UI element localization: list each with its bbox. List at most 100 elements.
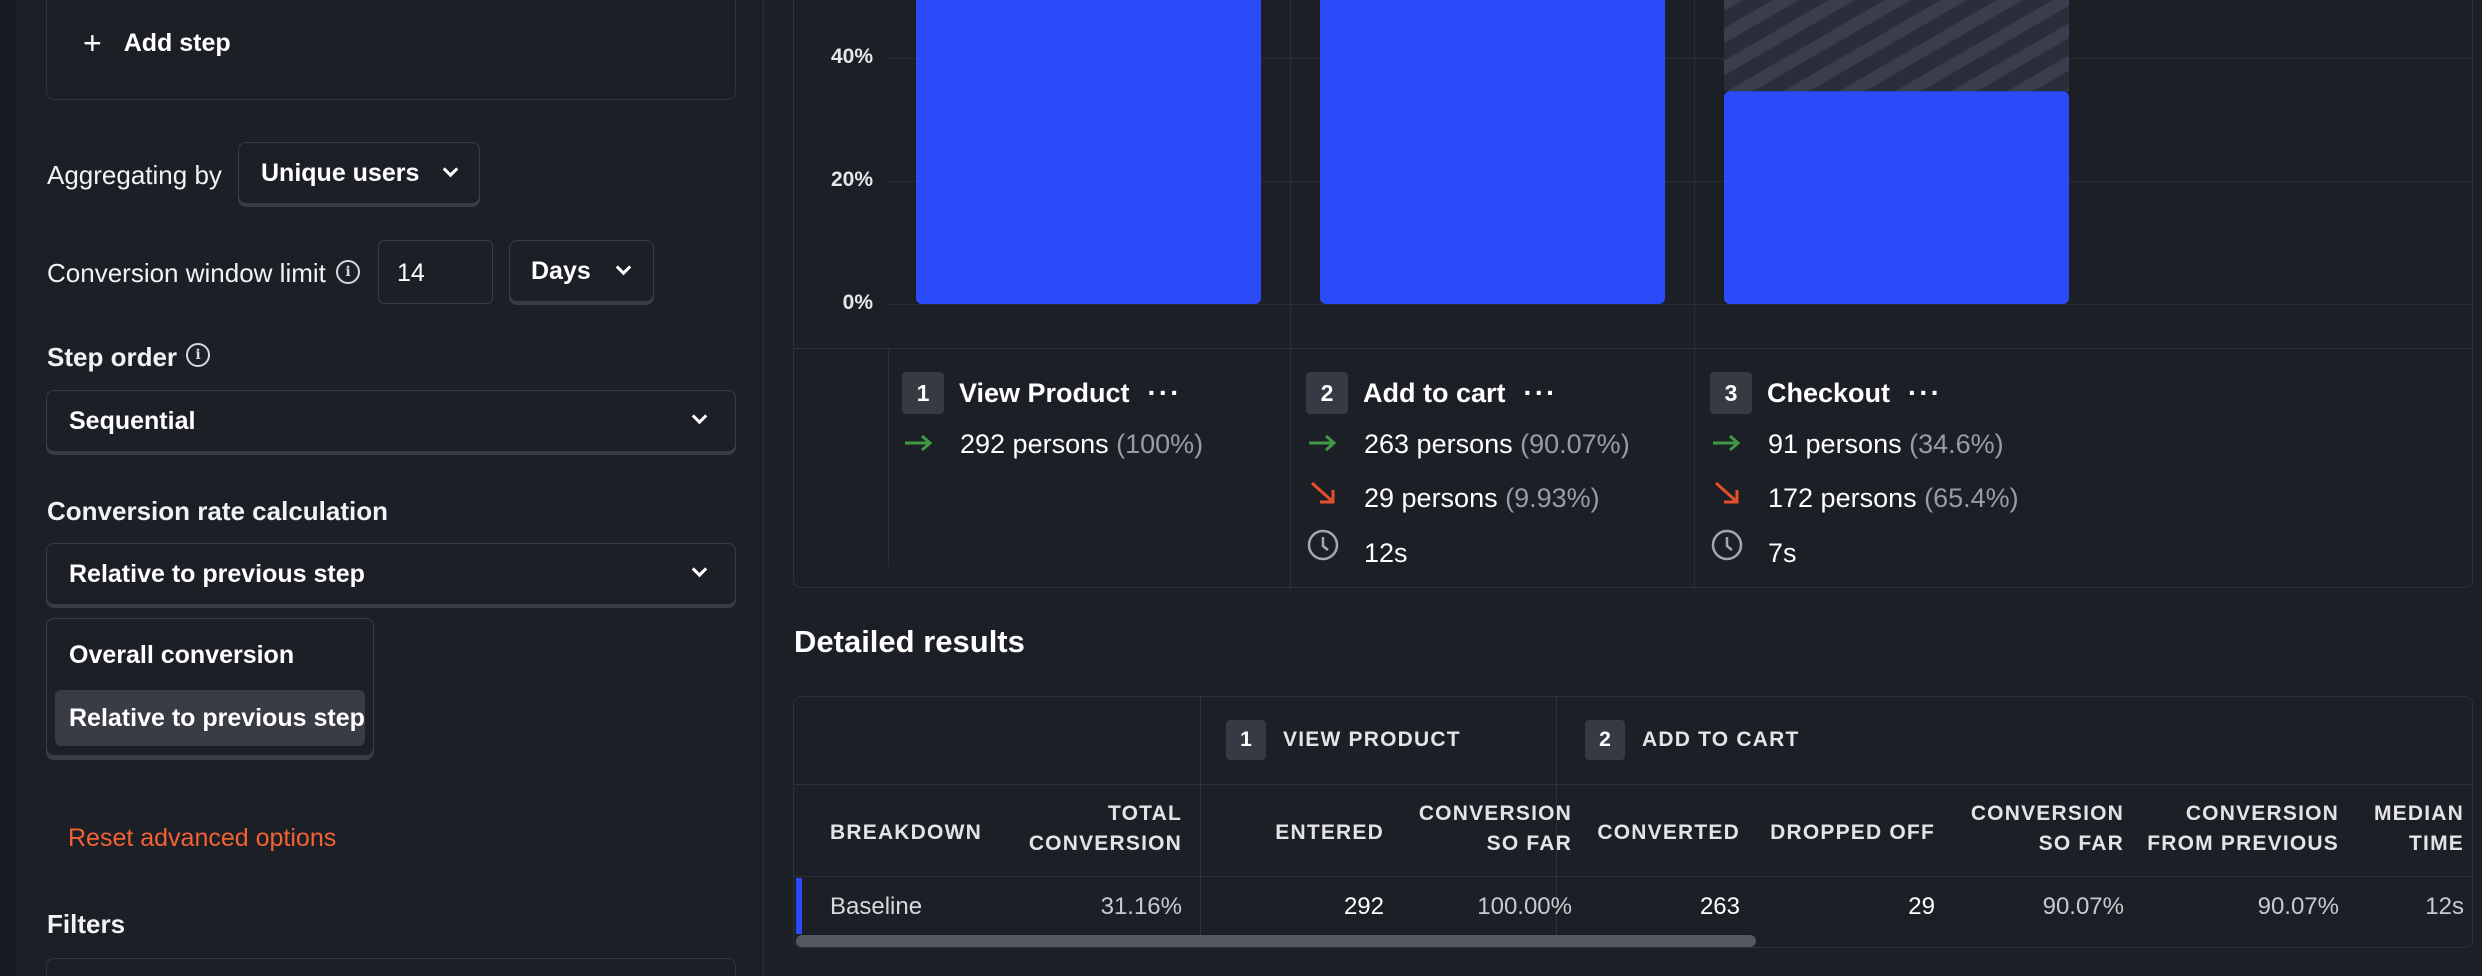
- more-options-icon[interactable]: ···: [1908, 377, 1943, 408]
- add-step-label: Add step: [123, 28, 231, 57]
- bar-add-to-cart[interactable]: [1320, 0, 1665, 304]
- header-total-conversion[interactable]: TOTAL CONVERSION: [1029, 799, 1182, 859]
- step-name: Checkout: [1767, 377, 1891, 408]
- info-icon[interactable]: i: [186, 343, 210, 367]
- col-divider: [1556, 697, 1557, 947]
- step-order-label: Step order: [47, 342, 178, 372]
- metric-percent: (65.4%): [1924, 483, 2019, 513]
- conversion-rate-value: Relative to previous step: [69, 559, 365, 588]
- cell-conversion-from-previous: 90.07%: [2257, 893, 2339, 920]
- horizontal-scrollbar[interactable]: [796, 935, 1756, 947]
- info-icon[interactable]: i: [336, 260, 360, 284]
- step-number: 2: [1306, 372, 1348, 414]
- group-view-product: 1 VIEW PRODUCT: [1226, 720, 1461, 760]
- table-row: [794, 876, 2472, 877]
- step-number: 1: [902, 372, 944, 414]
- results-panel: 40% 20% 0% 1 View Product ··· 292 persons (10…: [765, 0, 2482, 976]
- bar-checkout[interactable]: [1724, 91, 2069, 305]
- conversion-rate-dropdown: Overall conversion Relative to previous …: [46, 618, 374, 756]
- results-table: 1 VIEW PRODUCT 2 ADD TO CART BREAKDOWN T…: [793, 696, 2473, 948]
- header-conversion-so-far-2[interactable]: CONVERSION SO FAR: [1971, 799, 2124, 859]
- conversion-window-label: Conversion window limit: [47, 258, 326, 288]
- header-line: SO FAR: [2038, 832, 2124, 855]
- header-line: CONVERSION: [1028, 832, 1182, 855]
- header-line: FROM PREVIOUS: [2147, 832, 2339, 855]
- gridline: [890, 58, 2473, 59]
- aggregating-select[interactable]: Unique users: [238, 142, 480, 204]
- header-conversion-so-far[interactable]: CONVERSION SO FAR: [1419, 799, 1572, 859]
- conversion-window-unit: Days: [531, 256, 591, 285]
- plus-icon: +: [83, 25, 102, 61]
- conversion-rate-select[interactable]: Relative to previous step: [46, 543, 736, 605]
- step-legend-header: 3 Checkout ···: [1710, 372, 1942, 414]
- cell-conversion-so-far: 100.00%: [1477, 893, 1572, 920]
- header-line: SO FAR: [1486, 832, 1572, 855]
- arrow-down-right-icon: [1306, 479, 1350, 514]
- add-step-button[interactable]: + Add step: [83, 27, 231, 59]
- gridline: [890, 304, 2473, 305]
- funnel-chart: 40% 20% 0%: [765, 0, 2482, 350]
- metric-percent: (100%): [1116, 429, 1204, 459]
- step-metric: 12s: [1306, 528, 1408, 569]
- conversion-window-unit-select[interactable]: Days: [509, 240, 654, 302]
- metric-value: 12s: [1364, 538, 1408, 568]
- metric-value: 7s: [1768, 538, 1797, 568]
- group-name: VIEW PRODUCT: [1283, 728, 1461, 751]
- step-name: View Product: [959, 377, 1130, 408]
- more-options-icon[interactable]: ···: [1523, 377, 1558, 408]
- y-tick-label: 0%: [842, 291, 873, 314]
- header-line: TIME: [2409, 832, 2464, 855]
- column-divider: [888, 348, 889, 566]
- y-tick-label: 20%: [830, 168, 873, 191]
- dropdown-option-relative-label: Relative to previous step: [69, 704, 365, 732]
- cell-entered: 292: [1343, 893, 1384, 920]
- clock-icon: [1710, 528, 1754, 569]
- conversion-window-input[interactable]: 14: [378, 240, 493, 304]
- metric-value: 292 persons: [960, 429, 1109, 459]
- more-options-icon[interactable]: ···: [1147, 377, 1182, 408]
- cell-converted: 263: [1699, 893, 1740, 920]
- metric-percent: (34.6%): [1909, 429, 2004, 459]
- metric-value: 172 persons: [1768, 483, 1917, 513]
- clock-icon: [1306, 528, 1350, 569]
- conversion-window-value: 14: [397, 259, 425, 287]
- arrow-right-icon: [1710, 429, 1754, 460]
- header-dropped-off[interactable]: DROPPED OFF: [1770, 821, 1935, 844]
- cell-conversion-so-far-2: 90.07%: [2042, 893, 2124, 920]
- arrow-right-icon: [902, 429, 946, 460]
- arrow-down-right-icon: [1710, 479, 1754, 514]
- header-entered[interactable]: ENTERED: [1275, 821, 1384, 844]
- header-conversion-from-previous[interactable]: CONVERSION FROM PREVIOUS: [2147, 799, 2339, 859]
- panel-edge: [0, 0, 16, 976]
- group-num: 1: [1226, 720, 1266, 760]
- gridline: [890, 181, 2473, 182]
- step-order-select[interactable]: Sequential: [46, 390, 736, 452]
- settings-panel: + Add step Aggregating by Unique users C…: [0, 0, 764, 976]
- step-legend-header: 1 View Product ···: [902, 372, 1182, 414]
- step-metric: 263 persons (90.07%): [1306, 429, 1630, 460]
- header-median-time[interactable]: MEDIAN TIME: [2374, 799, 2464, 859]
- chevron-down-icon: [443, 161, 459, 177]
- step-legend-header: 2 Add to cart ···: [1306, 372, 1558, 414]
- cell-median-time: 12s: [2425, 893, 2464, 920]
- reset-advanced-options-link[interactable]: Reset advanced options: [68, 824, 337, 852]
- column-divider: [1694, 0, 1695, 590]
- chart-legend-divider: [794, 348, 2473, 349]
- col-divider: [1200, 697, 1201, 947]
- header-breakdown[interactable]: BREAKDOWN: [830, 821, 982, 844]
- aggregating-value: Unique users: [261, 158, 420, 187]
- dropdown-option-overall[interactable]: Overall conversion: [69, 641, 295, 669]
- detailed-results-title: Detailed results: [794, 624, 1025, 659]
- metric-value: 29 persons: [1364, 483, 1498, 513]
- step-metric: 29 persons (9.93%): [1306, 479, 1600, 514]
- step-metric: 7s: [1710, 528, 1797, 569]
- header-converted[interactable]: CONVERTED: [1597, 821, 1740, 844]
- step-order-value: Sequential: [69, 406, 196, 435]
- bar-layer: [916, 0, 2069, 305]
- bar-view-product[interactable]: [916, 0, 1261, 304]
- bar-dropoff-2[interactable]: [1724, 0, 2069, 92]
- metric-percent: (9.93%): [1505, 483, 1600, 513]
- chevron-down-icon: [615, 259, 632, 275]
- dropdown-option-relative[interactable]: Relative to previous step: [55, 690, 365, 746]
- step-name: Add to cart: [1363, 377, 1506, 408]
